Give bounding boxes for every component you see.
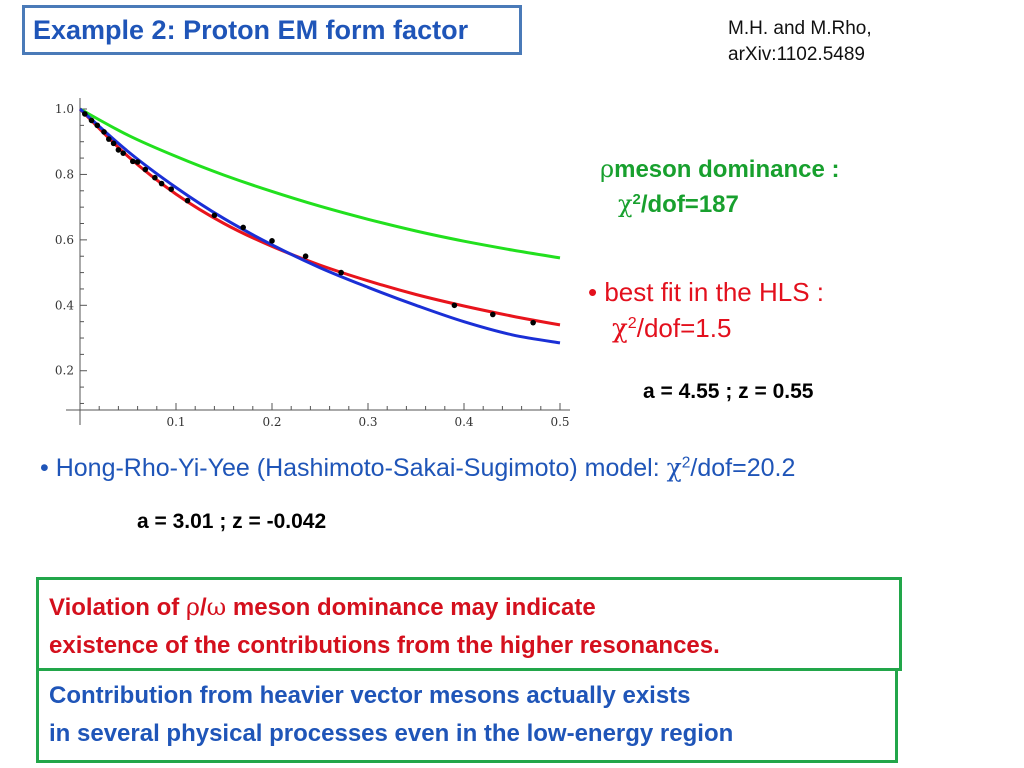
hryy-model-label: • Hong-Rho-Yi-Yee (Hashimoto-Sakai-Sugim…	[40, 453, 795, 483]
rho-dof: /dof=187	[640, 191, 739, 218]
contribution-line-1: Contribution from heavier vector mesons …	[49, 682, 691, 709]
hls-fit-curve	[78, 107, 561, 327]
data-point	[269, 238, 275, 244]
form-factor-chart: 0.1 0.2 0.3 0.4 0.5 0.2 0.4 0.6 0.8 1.0	[55, 98, 570, 429]
rho-symbol: ρ	[185, 593, 200, 621]
data-point	[152, 174, 158, 181]
data-point	[101, 129, 107, 135]
y-tick-label: 0.8	[55, 167, 74, 181]
data-point	[134, 159, 141, 165]
y-tick-label: 1.0	[55, 102, 74, 116]
hryy-text: Hong-Rho-Yi-Yee (Hashimoto-Sakai-Sugimot…	[55, 454, 667, 482]
violation-text-1: Violation of	[49, 594, 186, 621]
hryy-dof: /dof=20.2	[690, 454, 796, 482]
page-title: Example 2: Proton EM form factor	[22, 5, 522, 55]
y-tick-label: 0.2	[55, 364, 74, 378]
data-point	[338, 269, 344, 276]
data-point	[106, 136, 112, 142]
data-point	[120, 150, 126, 156]
x-tick-label: 0.1	[166, 415, 185, 429]
data-point	[142, 166, 149, 173]
hls-fit-label: • best fit in the HLS : χ2/dof=1.5	[588, 274, 824, 347]
slash: /	[200, 594, 207, 621]
data-point	[158, 180, 165, 187]
data-point	[211, 212, 218, 219]
data-point	[168, 186, 174, 192]
data-point	[490, 311, 496, 318]
y-tick-label: 0.6	[55, 233, 74, 247]
chi-exponent: 2	[632, 191, 641, 208]
data-point	[130, 158, 136, 165]
hls-dof: /dof=1.5	[636, 313, 732, 343]
hls-parameters: a = 4.55 ; z = 0.55	[643, 380, 814, 403]
contribution-line-2: in several physical processes even in th…	[49, 720, 734, 747]
data-point	[451, 302, 458, 309]
hryy-curve	[79, 107, 561, 345]
data-point	[240, 224, 246, 231]
data-point	[530, 319, 536, 326]
violation-line-2: existence of the contributions from the …	[49, 632, 720, 659]
chi-symbol: χ	[612, 314, 628, 344]
hls-label-text: best fit in the HLS :	[604, 277, 825, 307]
data-point	[88, 117, 95, 124]
violation-text-2: meson dominance may indicate	[226, 594, 596, 621]
omega-symbol: ω	[206, 593, 227, 621]
data-point	[302, 253, 309, 260]
citation-arxiv: arXiv:1102.5489	[728, 44, 865, 65]
citation-authors: M.H. and M.Rho,	[728, 18, 872, 39]
y-tick-label: 0.4	[55, 298, 74, 312]
data-point	[184, 197, 191, 204]
x-tick-label: 0.5	[550, 415, 569, 429]
bullet: •	[40, 454, 49, 482]
hryy-parameters: a = 3.01 ; z = -0.042	[137, 510, 327, 533]
rho-dominance-curve	[79, 107, 561, 260]
data-point	[82, 111, 88, 117]
violation-box: Violation of ρ/ω meson dominance may ind…	[36, 577, 902, 671]
citation: M.H. and M.Rho, arXiv:1102.5489	[728, 16, 872, 68]
data-point	[94, 122, 101, 129]
data-point	[110, 140, 117, 147]
chi-symbol: χ	[666, 453, 682, 482]
contribution-box: Contribution from heavier vector mesons …	[36, 671, 898, 763]
data-point	[115, 147, 122, 153]
chi-exponent: 2	[627, 314, 637, 333]
rho-label-text: meson dominance :	[614, 156, 840, 183]
chi-exponent: 2	[681, 454, 691, 472]
x-tick-label: 0.2	[262, 415, 281, 429]
rho-dominance-label: ρmeson dominance : χ2/dof=187	[600, 152, 839, 222]
x-tick-label: 0.3	[358, 415, 377, 429]
chi-symbol: χ	[618, 190, 633, 218]
bullet: •	[588, 277, 598, 307]
rho-symbol: ρ	[600, 155, 615, 183]
x-tick-label: 0.4	[454, 415, 473, 429]
